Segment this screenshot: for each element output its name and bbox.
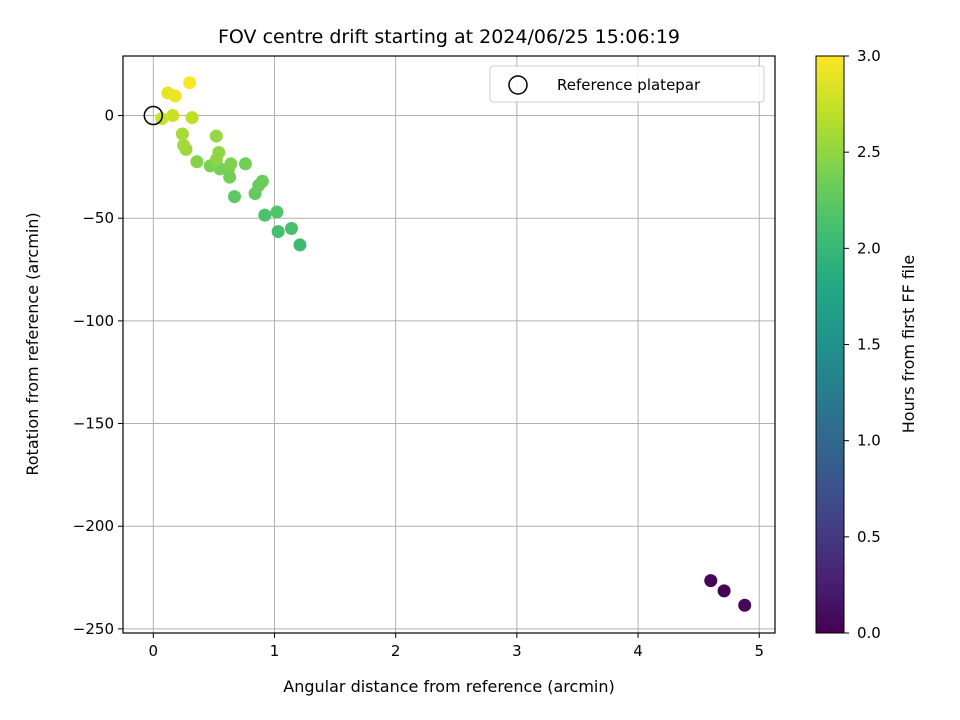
data-point (177, 138, 191, 152)
y-tick-label: −200 (73, 517, 114, 535)
colorbar-tick-label: 2.0 (857, 239, 881, 257)
x-tick-label: 5 (754, 642, 764, 660)
plot-frame (122, 55, 776, 634)
data-point (238, 157, 252, 171)
y-tick-label: −150 (73, 415, 114, 433)
data-points (155, 76, 752, 612)
x-tick-label: 2 (391, 642, 401, 660)
colorbar: 0.0 0.5 1.0 1.5 2.0 2.5 3.0 Hours from first F… (815, 47, 918, 642)
legend: Reference platepar (489, 65, 765, 103)
data-point (704, 574, 718, 588)
y-tick-label: 0 (104, 107, 114, 125)
chart-title: FOV centre drift starting at 2024/06/25 … (218, 26, 680, 48)
y-tick-label: −100 (73, 312, 114, 330)
colorbar-tick-label: 1.0 (857, 432, 881, 450)
x-axis-label: Angular distance from reference (arcmin) (283, 677, 614, 696)
data-point (227, 190, 241, 204)
data-point (717, 584, 731, 598)
data-point (168, 89, 182, 103)
data-point (183, 76, 197, 90)
colorbar-tick-label: 3.0 (857, 47, 881, 65)
x-axis-ticks: 0 1 2 3 4 5 (149, 633, 764, 660)
x-tick-label: 0 (149, 642, 159, 660)
data-point (284, 221, 298, 235)
data-point (258, 208, 272, 222)
legend-box (489, 65, 765, 103)
data-point (175, 127, 189, 141)
colorbar-tick-label: 0.5 (857, 528, 881, 546)
data-point (255, 174, 269, 188)
x-tick-label: 4 (633, 642, 643, 660)
data-point (271, 225, 285, 239)
reference-platepar-marker (143, 105, 164, 126)
x-tick-label: 3 (512, 642, 522, 660)
colorbar-tick-label: 1.5 (857, 336, 881, 354)
colorbar-tick-label: 2.5 (857, 143, 881, 161)
colorbar-ticks: 0.0 0.5 1.0 1.5 2.0 2.5 3.0 (844, 47, 881, 642)
y-axis-ticks: 0 −50 −100 −150 −200 −250 (73, 107, 123, 638)
data-point (293, 238, 307, 252)
data-point (190, 155, 204, 169)
data-point (270, 205, 284, 219)
y-tick-label: −50 (82, 209, 114, 227)
grid (123, 56, 775, 633)
legend-marker-reference (508, 75, 528, 95)
data-point (738, 598, 752, 612)
colorbar-gradient (815, 55, 845, 634)
data-point (212, 146, 226, 160)
legend-label-reference: Reference platepar (557, 76, 701, 94)
data-point (185, 111, 199, 125)
data-point (209, 129, 223, 143)
colorbar-tick-label: 0.0 (857, 624, 881, 642)
y-tick-label: −250 (73, 620, 114, 638)
y-axis-label: Rotation from reference (arcmin) (23, 212, 42, 475)
colorbar-label: Hours from first FF file (899, 255, 918, 434)
data-point (166, 109, 180, 123)
data-point (224, 157, 238, 171)
x-tick-label: 1 (270, 642, 280, 660)
